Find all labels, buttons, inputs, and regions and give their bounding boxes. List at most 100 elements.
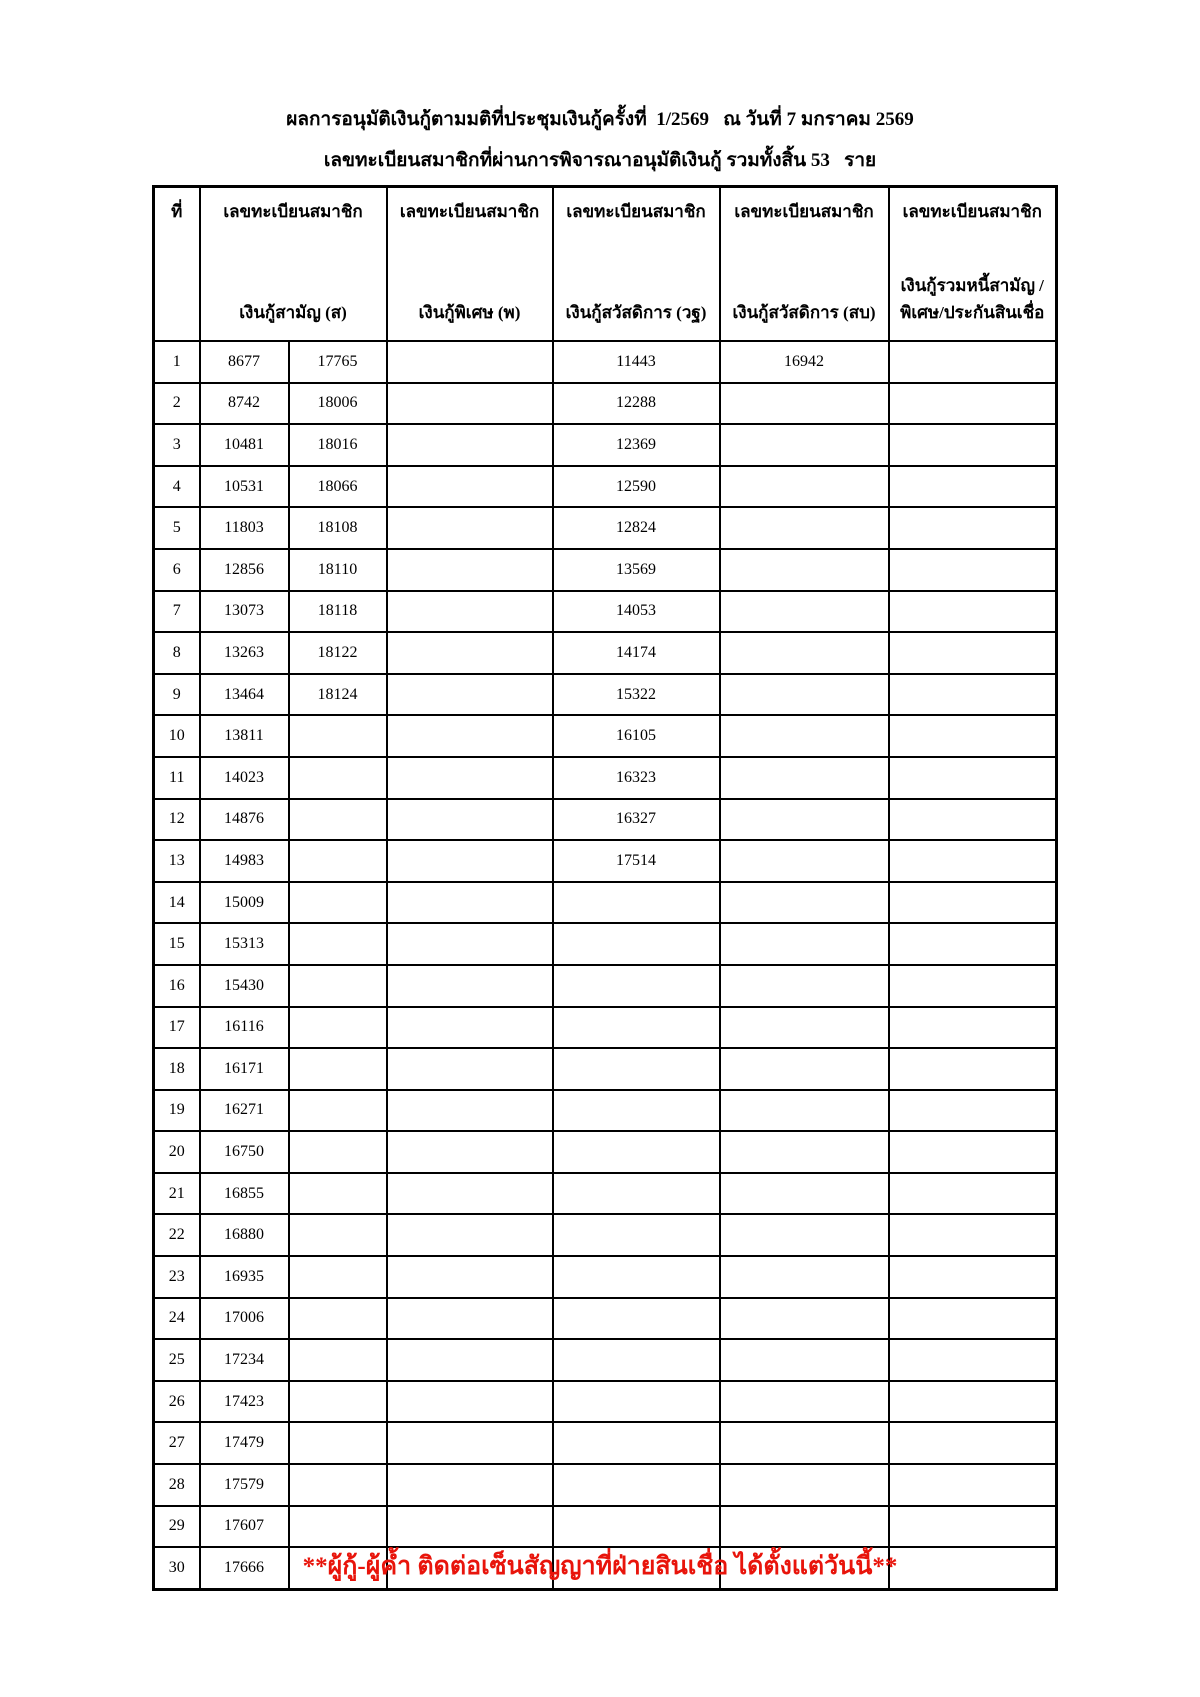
saman-b-cell: 17765 — [287, 340, 388, 384]
sawatdikan-sb-cell — [718, 631, 890, 675]
sawatdikan-sb-cell — [718, 672, 890, 717]
row-number-cell: 13 — [152, 839, 201, 883]
piset-cell — [385, 1255, 554, 1299]
saman-b-cell — [287, 922, 388, 966]
saman-b-cell: 18016 — [287, 423, 388, 467]
row-number-cell: 11 — [152, 755, 201, 800]
header-sawatdikan-sb-loan: เลขทะเบียนสมาชิก เงินกู้สวัสดิการ (สบ) — [718, 185, 890, 342]
piset-cell — [385, 1213, 554, 1258]
table-row: 16 15430 — [152, 963, 1058, 1008]
saman-b-cell: 18118 — [287, 589, 388, 634]
saman-b-cell: 18066 — [287, 464, 388, 509]
row-number-cell: 1 — [152, 340, 201, 384]
piset-cell — [385, 922, 554, 966]
row-number-cell: 2 — [152, 381, 201, 426]
saman-b-cell — [287, 714, 388, 758]
header-piset-top-label: เลขทะเบียนสมาชิก — [399, 202, 540, 221]
row-number-cell: 21 — [152, 1171, 201, 1216]
saman-a-cell: 10531 — [198, 464, 290, 509]
saman-a-cell: 14983 — [198, 839, 290, 883]
piset-cell — [385, 423, 554, 467]
header-piset-loan: เลขทะเบียนสมาชิก เงินกู้พิเศษ (พ) — [385, 185, 554, 342]
saman-b-cell — [287, 1379, 388, 1424]
ruam-nee-cell — [887, 381, 1058, 426]
saman-b-cell — [287, 1088, 388, 1133]
sawatdikan-wt-cell: 11443 — [551, 340, 721, 384]
row-number-cell: 3 — [152, 423, 201, 467]
sawatdikan-sb-cell — [718, 1504, 890, 1549]
saman-b-cell — [287, 1047, 388, 1091]
saman-b-cell — [287, 1130, 388, 1174]
sawatdikan-sb-cell — [718, 714, 890, 758]
ruam-nee-cell — [887, 1296, 1058, 1341]
sawatdikan-wt-cell: 12590 — [551, 464, 721, 509]
loan-approval-table: ที่ เลขทะเบียนสมาชิก เงินกู้สามัญ (ส) เล… — [152, 185, 1058, 1591]
saman-a-cell: 16750 — [198, 1130, 290, 1174]
saman-a-cell: 16855 — [198, 1171, 290, 1216]
piset-cell — [385, 755, 554, 800]
ruam-nee-cell — [887, 1213, 1058, 1258]
ruam-nee-cell — [887, 1421, 1058, 1466]
saman-a-cell: 15430 — [198, 963, 290, 1008]
saman-a-cell: 16271 — [198, 1088, 290, 1133]
sawatdikan-wt-cell — [551, 1463, 721, 1507]
saman-b-cell — [287, 963, 388, 1008]
piset-cell — [385, 1463, 554, 1507]
piset-cell — [385, 1088, 554, 1133]
row-number-cell: 12 — [152, 797, 201, 842]
sawatdikan-sb-cell — [718, 1463, 890, 1507]
ruam-nee-cell — [887, 797, 1058, 842]
sawatdikan-wt-cell — [551, 1171, 721, 1216]
ruam-nee-cell — [887, 963, 1058, 1008]
sawatdikan-sb-cell — [718, 1213, 890, 1258]
ruam-nee-cell — [887, 1338, 1058, 1382]
ruam-nee-cell — [887, 1047, 1058, 1091]
sawatdikan-wt-cell: 16327 — [551, 797, 721, 842]
sawatdikan-sb-cell — [718, 1005, 890, 1050]
sawatdikan-wt-cell: 14174 — [551, 631, 721, 675]
sawatdikan-sb-cell — [718, 1379, 890, 1424]
table-row: 25 17234 — [152, 1338, 1058, 1382]
header-ruam-nee-top-label: เลขทะเบียนสมาชิก — [902, 202, 1042, 221]
sawatdikan-sb-cell — [718, 1421, 890, 1466]
row-number-cell: 22 — [152, 1213, 201, 1258]
row-number-cell: 28 — [152, 1463, 201, 1507]
row-number-cell: 19 — [152, 1088, 201, 1133]
sawatdikan-wt-cell — [551, 1379, 721, 1424]
table-row: 15 15313 — [152, 922, 1058, 966]
ruam-nee-cell — [887, 922, 1058, 966]
saman-a-cell: 17666 — [198, 1546, 290, 1591]
saman-a-cell: 14023 — [198, 755, 290, 800]
row-number-cell: 10 — [152, 714, 201, 758]
row-number-cell: 26 — [152, 1379, 201, 1424]
table-row: 8 13263 18122 14174 — [152, 631, 1058, 675]
table-row: 20 16750 — [152, 1130, 1058, 1174]
header-sawatdikan-wt-top-label: เลขทะเบียนสมาชิก — [566, 202, 706, 221]
sawatdikan-sb-cell — [718, 1338, 890, 1382]
ruam-nee-cell — [887, 589, 1058, 634]
table-row: 5 11803 18108 12824 — [152, 506, 1058, 550]
piset-cell — [385, 1171, 554, 1216]
table-body: 1 8677 17765 11443 16942 2 8742 18006 12288 3 1048… — [152, 340, 1058, 1591]
sawatdikan-wt-cell — [551, 1130, 721, 1174]
piset-cell — [385, 672, 554, 717]
piset-cell — [385, 1379, 554, 1424]
table-row: 21 16855 — [152, 1171, 1058, 1216]
saman-a-cell: 14876 — [198, 797, 290, 842]
sawatdikan-sb-cell — [718, 1296, 890, 1341]
row-number-cell: 17 — [152, 1005, 201, 1050]
table-row: 22 16880 — [152, 1213, 1058, 1258]
ruam-nee-cell — [887, 1463, 1058, 1507]
row-number-cell: 8 — [152, 631, 201, 675]
sawatdikan-sb-cell — [718, 1546, 890, 1591]
piset-cell — [385, 1130, 554, 1174]
header-saman-loan: เลขทะเบียนสมาชิก เงินกู้สามัญ (ส) — [198, 185, 388, 342]
table-row: 27 17479 — [152, 1421, 1058, 1466]
sawatdikan-sb-cell: 16942 — [718, 340, 890, 384]
saman-a-cell: 17006 — [198, 1296, 290, 1341]
piset-cell — [385, 1546, 554, 1591]
piset-cell — [385, 963, 554, 1008]
saman-a-cell: 8677 — [198, 340, 290, 384]
sawatdikan-sb-cell — [718, 1171, 890, 1216]
header-row: ที่ เลขทะเบียนสมาชิก เงินกู้สามัญ (ส) เล… — [152, 185, 1058, 342]
